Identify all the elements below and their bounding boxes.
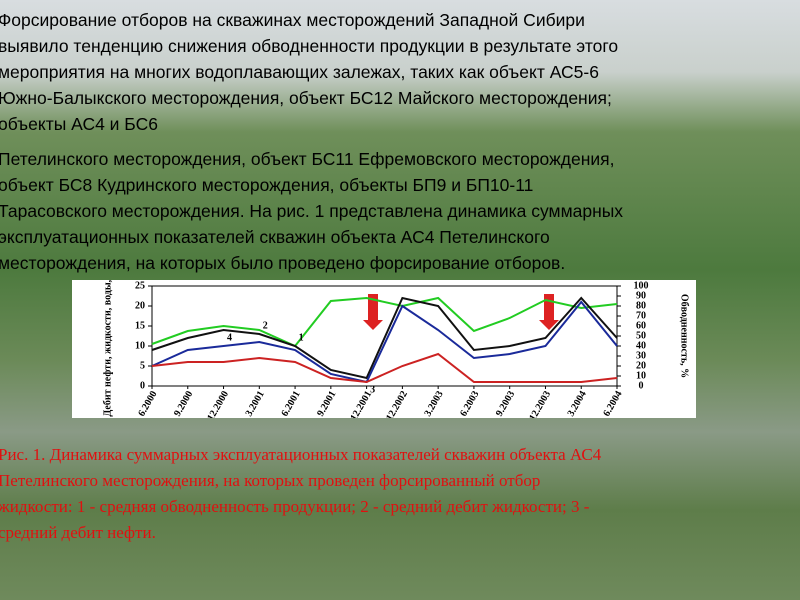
text-line: эксплуатационных показателей скважин объ…	[0, 227, 550, 247]
series-label: 2	[263, 320, 268, 331]
text-line: средний дебит нефти.	[0, 523, 156, 542]
y-tick-label: 10	[135, 340, 145, 351]
y2-tick-label: 100	[634, 280, 649, 291]
y2-tick-label: 90	[636, 290, 646, 301]
series-line	[151, 296, 618, 348]
y2-tick-label: 50	[636, 330, 646, 341]
text-line: Петелинского месторождения, объект БС11 …	[0, 149, 615, 169]
series-label: 4	[227, 332, 232, 343]
y2-tick-label: 80	[636, 300, 646, 311]
text-line: объекты АС4 и БС6	[0, 114, 158, 134]
text-line: месторождения, на которых было проведено…	[0, 253, 566, 273]
y-tick-label: 20	[135, 300, 145, 311]
y2-tick-label: 60	[636, 320, 646, 331]
paragraph: Петелинского месторождения, объект БС11 …	[0, 146, 623, 276]
text-line: Южно-Балыкского месторождения, объект БС…	[0, 88, 612, 108]
y-tick-label: 15	[135, 320, 145, 331]
text-line: Петелинского месторождения, на которых п…	[0, 471, 541, 490]
series-line	[151, 296, 618, 380]
text-line: Тарасовского месторождения. На рис. 1 пр…	[0, 201, 624, 221]
arrow	[363, 294, 383, 330]
y2-axis-label: Обводненность, %	[679, 294, 690, 378]
caption: Рис. 1. Динамика суммарных эксплуатацион…	[0, 442, 601, 546]
arrow	[539, 294, 559, 330]
text-line: Форсирование отборов на скважинах местор…	[0, 10, 585, 30]
y2-tick-label: 10	[636, 370, 646, 381]
y-tick-label: 5	[140, 360, 145, 371]
y2-tick-label: 20	[636, 360, 646, 371]
text-line: объект БС8 Кудринского месторождения, об…	[0, 175, 534, 195]
y2-tick-label: 30	[636, 350, 646, 361]
y-tick-label: 25	[135, 280, 145, 291]
text-line: выявило тенденцию снижения обводненности…	[0, 36, 619, 56]
series-line	[151, 352, 618, 384]
y2-tick-label: 40	[636, 340, 646, 351]
text-line: жидкости: 1 - средняя обводненность прод…	[0, 497, 590, 516]
y2-tick-label: 0	[639, 380, 644, 391]
series-label: 3	[370, 384, 375, 395]
text-line: мероприятия на многих водоплавающих зале…	[0, 62, 599, 82]
chart-background	[72, 280, 696, 418]
y-axis-label: Дебит нефти, жидкости, воды, т/сут	[102, 280, 113, 417]
y2-tick-label: 70	[636, 310, 646, 321]
series-label: 1	[299, 332, 304, 343]
y-tick-label: 0	[140, 380, 145, 391]
series-line	[151, 300, 618, 384]
text-line: Рис. 1. Динамика суммарных эксплуатацион…	[0, 445, 602, 464]
paragraph: Форсирование отборов на скважинах местор…	[0, 7, 618, 137]
